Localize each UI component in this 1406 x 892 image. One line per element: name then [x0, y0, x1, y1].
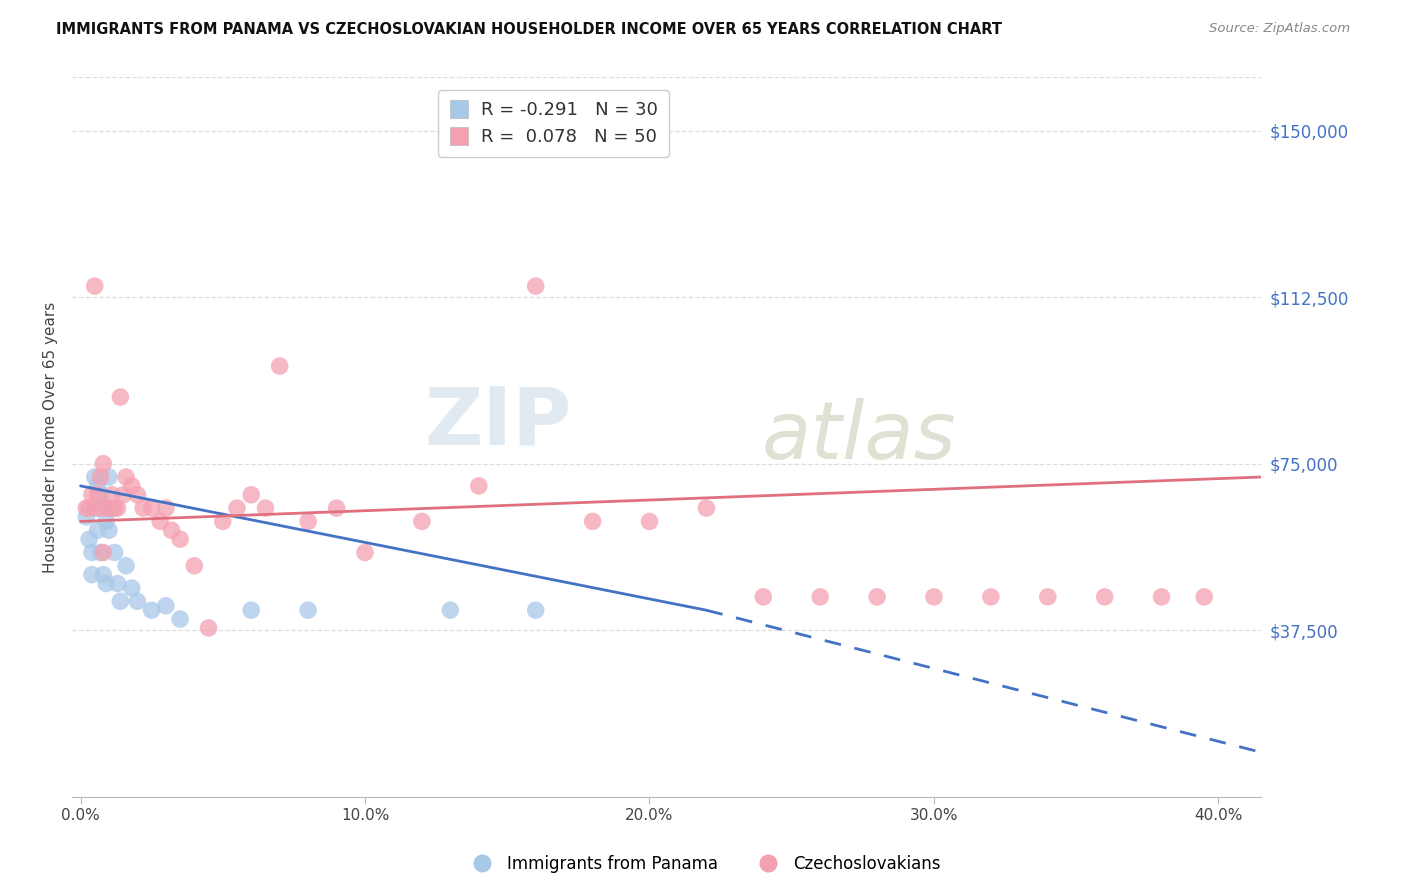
Point [112, 488, 135, 502]
Point [91, 567, 114, 582]
Point [98, 501, 121, 516]
Point [980, 590, 1002, 604]
Point [101, 501, 124, 516]
Point [98, 523, 121, 537]
Point [77, 501, 100, 516]
Point [80, 545, 103, 559]
Point [638, 515, 661, 529]
Text: Source: ZipAtlas.com: Source: ZipAtlas.com [1209, 22, 1350, 36]
Point [77, 532, 100, 546]
Point [132, 501, 155, 516]
Point [866, 590, 889, 604]
Point [91, 501, 114, 516]
Point [269, 359, 291, 373]
Point [141, 603, 163, 617]
Text: ZIP: ZIP [425, 384, 571, 462]
Point [581, 515, 603, 529]
Point [240, 488, 263, 502]
Point [155, 501, 177, 516]
Point [110, 390, 132, 404]
Point [86, 523, 108, 537]
Point [89, 545, 111, 559]
Point [183, 558, 205, 573]
Point [80, 567, 103, 582]
Point [127, 594, 149, 608]
Point [808, 590, 831, 604]
Text: IMMIGRANTS FROM PANAMA VS CZECHOSLOVAKIAN HOUSEHOLDER INCOME OVER 65 YEARS CORRE: IMMIGRANTS FROM PANAMA VS CZECHOSLOVAKIA… [56, 22, 1002, 37]
Point [160, 523, 183, 537]
Point [86, 479, 108, 493]
Point [91, 457, 114, 471]
Point [752, 590, 775, 604]
Y-axis label: Householder Income Over 65 years: Householder Income Over 65 years [44, 301, 58, 573]
Point [439, 603, 461, 617]
Point [75, 501, 97, 516]
Point [254, 501, 277, 516]
Point [86, 501, 108, 516]
Point [80, 488, 103, 502]
Point [94, 501, 117, 516]
Point [1192, 590, 1215, 604]
Point [524, 603, 547, 617]
Point [240, 603, 263, 617]
Point [1150, 590, 1173, 604]
Point [83, 501, 105, 516]
Point [104, 545, 127, 559]
Point [94, 576, 117, 591]
Point [1036, 590, 1059, 604]
Text: atlas: atlas [762, 398, 956, 476]
Point [104, 501, 127, 516]
Point [98, 470, 121, 484]
Point [1094, 590, 1116, 604]
Point [297, 603, 319, 617]
Point [115, 558, 138, 573]
Point [110, 594, 132, 608]
Point [127, 488, 149, 502]
Point [468, 479, 491, 493]
Point [107, 576, 129, 591]
Point [101, 488, 124, 502]
Point [325, 501, 347, 516]
Point [89, 488, 111, 502]
Point [91, 545, 114, 559]
Point [524, 279, 547, 293]
Point [695, 501, 717, 516]
Point [121, 581, 143, 595]
Point [86, 488, 108, 502]
Legend: Immigrants from Panama, Czechoslovakians: Immigrants from Panama, Czechoslovakians [458, 848, 948, 880]
Point [211, 515, 233, 529]
Point [155, 599, 177, 613]
Point [141, 501, 163, 516]
Point [83, 279, 105, 293]
Point [197, 621, 219, 635]
Point [121, 479, 143, 493]
Point [89, 470, 111, 484]
Point [169, 532, 191, 546]
Point [83, 470, 105, 484]
Point [922, 590, 945, 604]
Point [226, 501, 249, 516]
Point [411, 515, 433, 529]
Point [297, 515, 319, 529]
Legend: R = -0.291   N = 30, R =  0.078   N = 50: R = -0.291 N = 30, R = 0.078 N = 50 [437, 90, 669, 157]
Point [169, 612, 191, 626]
Point [75, 510, 97, 524]
Point [107, 501, 129, 516]
Point [354, 545, 377, 559]
Point [94, 515, 117, 529]
Point [149, 515, 172, 529]
Point [115, 470, 138, 484]
